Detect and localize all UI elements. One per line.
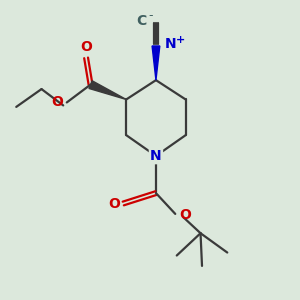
Text: C: C [136, 14, 146, 28]
Polygon shape [89, 81, 126, 100]
Text: O: O [108, 196, 120, 211]
Text: O: O [179, 208, 191, 222]
Text: N: N [164, 38, 176, 52]
Polygon shape [152, 46, 160, 80]
Text: O: O [51, 95, 63, 109]
Text: +: + [176, 35, 185, 45]
Text: N: N [150, 149, 162, 163]
Text: -: - [148, 9, 152, 22]
Text: O: O [80, 40, 92, 54]
